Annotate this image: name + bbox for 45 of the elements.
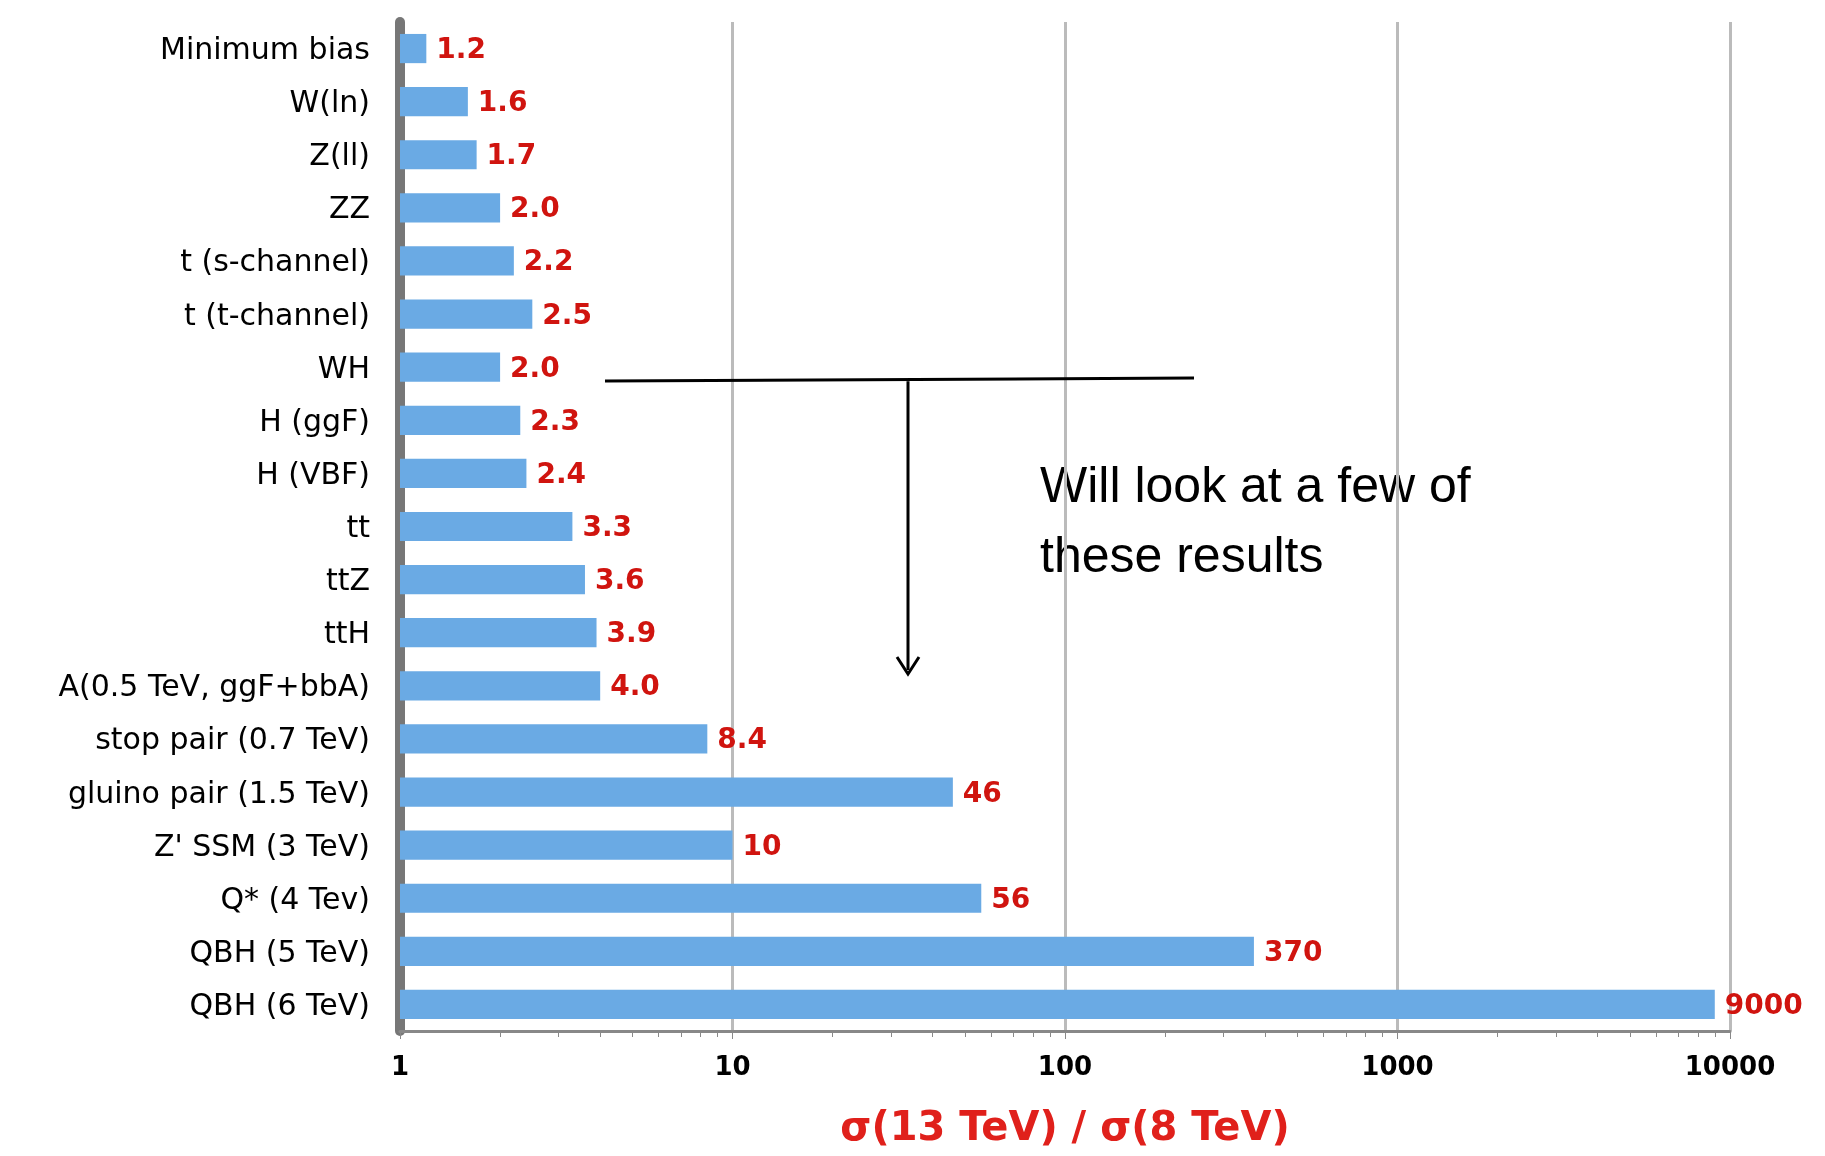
data-label: 46 bbox=[962, 775, 1002, 809]
y-tick-label: Z' SSM (3 TeV) bbox=[153, 827, 370, 863]
data-label: 9000 bbox=[1724, 987, 1803, 1021]
x-tick-label: 1 bbox=[390, 1051, 410, 1081]
y-tick-label: WH bbox=[317, 349, 370, 385]
data-label: 1.7 bbox=[486, 138, 537, 172]
data-label: 370 bbox=[1263, 934, 1323, 968]
x-tick-label: 100 bbox=[1037, 1051, 1093, 1081]
y-tick-label: ttH bbox=[323, 615, 370, 651]
data-label: 2.5 bbox=[542, 297, 592, 331]
data-label: 3.6 bbox=[594, 563, 645, 597]
y-tick-label: Q* (4 Tev) bbox=[220, 880, 370, 916]
data-label: 2.4 bbox=[536, 456, 587, 490]
data-label: 2.3 bbox=[530, 403, 580, 437]
y-tick-label: ttZ bbox=[325, 562, 370, 598]
data-label: 1.2 bbox=[436, 32, 486, 66]
y-tick-label: QBH (6 TeV) bbox=[189, 986, 370, 1022]
data-label: 3.3 bbox=[582, 510, 633, 543]
y-tick-label: t (t-channel) bbox=[183, 296, 370, 332]
x-tick-label: 1000 bbox=[1361, 1051, 1434, 1081]
x-tick-label: 10000 bbox=[1684, 1051, 1776, 1081]
y-tick-label: W(ln) bbox=[289, 84, 370, 120]
data-label: 1.6 bbox=[477, 85, 528, 119]
data-label: 4.0 bbox=[610, 669, 660, 703]
y-tick-label: t (s-channel) bbox=[180, 243, 370, 279]
data-label: 2.0 bbox=[510, 350, 560, 384]
y-tick-label: H (ggF) bbox=[259, 402, 370, 438]
data-label: 8.4 bbox=[717, 722, 767, 756]
x-axis-title: σ(13 TeV) / σ(8 TeV) bbox=[840, 1103, 1290, 1149]
y-tick-label: QBH (5 TeV) bbox=[189, 933, 370, 969]
y-tick-label: ZZ bbox=[328, 190, 370, 226]
y-tick-label: Minimum bias bbox=[160, 31, 370, 67]
annotation: Will look at a few of these results bbox=[1040, 457, 1485, 583]
data-label: 2.2 bbox=[523, 244, 574, 278]
data-label: 56 bbox=[991, 881, 1031, 915]
data-label: 3.9 bbox=[606, 616, 657, 650]
data-label: 2.0 bbox=[510, 191, 560, 225]
y-tick-label: tt bbox=[346, 509, 371, 544]
y-tick-label: Z(ll) bbox=[309, 137, 370, 173]
y-tick-label: stop pair (0.7 TeV) bbox=[95, 721, 370, 757]
x-tick-label: 10 bbox=[714, 1051, 751, 1081]
y-tick-label: gluino pair (1.5 TeV) bbox=[67, 774, 370, 810]
y-tick-label: H (VBF) bbox=[256, 455, 370, 491]
y-tick-label: A(0.5 TeV, ggF+bbA) bbox=[58, 668, 370, 704]
data-label: 10 bbox=[742, 828, 782, 862]
